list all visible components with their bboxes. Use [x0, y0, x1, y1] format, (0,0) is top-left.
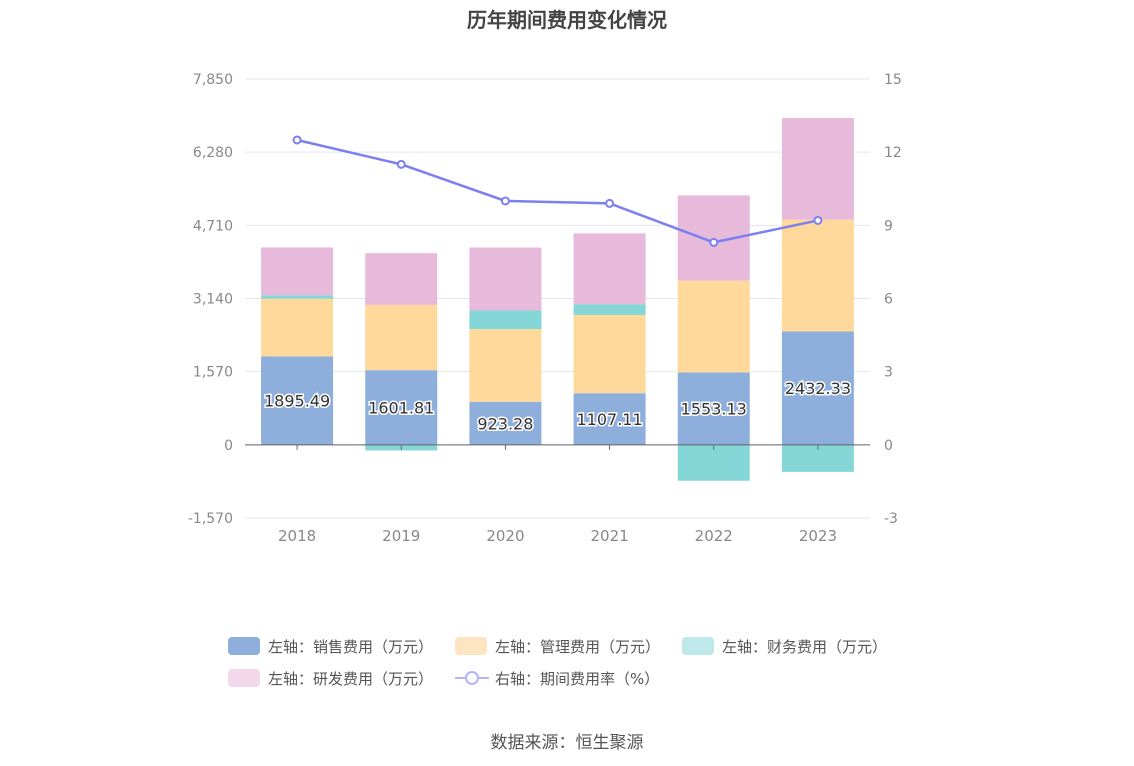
- rate-point-2018: [292, 135, 302, 145]
- bar-segment-1-2023: [781, 219, 854, 332]
- legend-item-rate[interactable]: 右轴：期间费用率（%）: [455, 668, 659, 689]
- bar-segment-3-2020: [469, 247, 542, 311]
- left-axis-tick-label: -1,570: [188, 511, 233, 527]
- bar-segment-0-2020: [469, 401, 542, 445]
- legend-item-rnd[interactable]: 左轴：研发费用（万元）: [228, 668, 433, 689]
- right-axis-tick-label: 15: [884, 72, 902, 88]
- x-axis-label-2018: 2018: [278, 527, 316, 545]
- bar-segment-2-2018: [261, 295, 334, 299]
- legend-swatch-sales: [228, 637, 260, 655]
- left-axis-tick-label: 7,850: [193, 72, 233, 88]
- rate-point-2020: [500, 196, 510, 206]
- rate-line: [296, 138, 819, 244]
- bar-segment-3-2021: [573, 233, 646, 305]
- bar-segment-2-2022: [677, 444, 750, 481]
- bar-segment-2-2021: [573, 304, 646, 315]
- legend-swatch-admin: [455, 637, 488, 655]
- x-axis-label-2020: 2020: [486, 527, 524, 545]
- source-note: 数据来源：恒生聚源: [490, 733, 644, 753]
- legend-label-finance: 左轴：财务费用（万元）: [722, 637, 888, 656]
- data-label-2020: 923.28: [477, 414, 533, 433]
- legend-swatch-rnd: [228, 669, 260, 687]
- bar-segment-3-2018: [261, 247, 334, 296]
- data-label-2022: 1553.13: [681, 400, 747, 419]
- bar-segment-1-2021: [573, 314, 646, 394]
- right-axis-tick-label: -3: [884, 511, 898, 527]
- bar-segment-2-2020: [469, 310, 542, 330]
- legend-item-admin[interactable]: 左轴：管理费用（万元）: [455, 636, 660, 657]
- chart-plot: 7,850 15 6,280 12 4,710 9 3,140 6 1,570 3 0 0 -1,570…: [188, 72, 902, 545]
- rate-point-2022: [709, 237, 719, 247]
- bar-segment-1-2022: [677, 280, 750, 373]
- chart-title: 历年期间费用变化情况: [467, 8, 667, 32]
- bar-segment-0-2023: [781, 331, 854, 445]
- legend: 左轴：销售费用（万元） 左轴：管理费用（万元） 左轴：财务费用（万元） 左轴：研…: [228, 630, 928, 694]
- rate-point-2023: [813, 215, 823, 225]
- data-label-2021: 1107.11: [576, 410, 642, 429]
- legend-label-rnd: 左轴：研发费用（万元）: [268, 669, 434, 688]
- left-axis-tick-label: 4,710: [193, 218, 233, 234]
- x-axis-label-2021: 2021: [590, 527, 628, 545]
- bar-segment-1-2020: [469, 329, 542, 402]
- data-label-2019: 1601.81: [368, 399, 434, 418]
- legend-label-admin: 左轴：管理费用（万元）: [495, 637, 661, 656]
- rate-point-2019: [396, 159, 406, 169]
- bar-segment-1-2018: [261, 298, 334, 357]
- legend-line-marker-icon: [455, 669, 490, 687]
- right-axis-tick-label: 12: [884, 145, 902, 161]
- left-axis-tick-label: 0: [224, 438, 233, 454]
- bar-segment-0-2022: [677, 372, 750, 445]
- data-label-2018: 1895.49: [264, 392, 330, 411]
- left-axis-tick-label: 6,280: [193, 145, 233, 161]
- right-axis-tick-label: 3: [884, 365, 893, 381]
- bar-segment-0-2019: [365, 370, 438, 445]
- right-axis-tick-label: 9: [884, 218, 893, 234]
- left-axis-tick-label: 1,570: [193, 365, 233, 381]
- rate-point-2021: [605, 198, 615, 208]
- legend-label-sales: 左轴：销售费用（万元）: [268, 637, 434, 656]
- bar-segment-3-2023: [781, 118, 854, 220]
- left-axis-tick-label: 3,140: [193, 292, 233, 308]
- legend-label-rate: 右轴：期间费用率（%）: [495, 669, 660, 688]
- legend-swatch-finance: [682, 637, 715, 655]
- bar-segment-1-2019: [365, 304, 438, 371]
- right-axis-tick-label: 0: [884, 438, 893, 454]
- data-label-2023: 2432.33: [785, 379, 851, 398]
- bar-segment-0-2018: [261, 356, 334, 445]
- x-axis-label-2019: 2019: [382, 527, 420, 545]
- bar-segment-0-2021: [573, 393, 646, 445]
- x-axis-label-2022: 2022: [695, 527, 733, 545]
- x-axis-label-2023: 2023: [799, 527, 837, 545]
- legend-item-finance[interactable]: 左轴：财务费用（万元）: [682, 636, 887, 657]
- right-axis-tick-label: 6: [884, 292, 893, 308]
- legend-item-sales[interactable]: 左轴：销售费用（万元）: [228, 636, 433, 657]
- bar-segment-3-2019: [365, 253, 438, 305]
